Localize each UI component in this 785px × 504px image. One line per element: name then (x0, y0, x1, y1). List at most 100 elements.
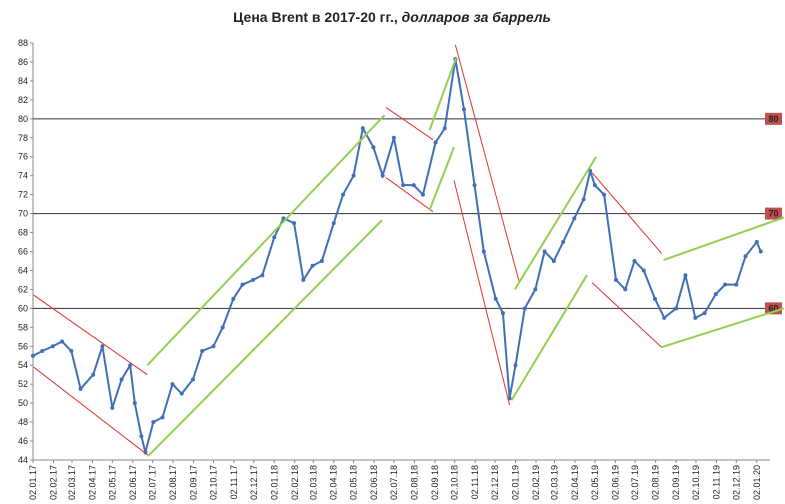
price-point (561, 240, 566, 245)
price-point (551, 258, 556, 263)
price-point (31, 353, 35, 358)
price-point (743, 254, 748, 259)
x-tick-label: 02.02.19 (531, 465, 541, 500)
price-point (522, 306, 527, 311)
y-tick-label: 74 (18, 171, 28, 181)
price-point (713, 292, 718, 297)
trend-line (428, 57, 457, 131)
price-point (331, 221, 336, 226)
x-tick-label: 02.06.17 (128, 465, 138, 500)
trend-line (147, 219, 383, 457)
price-point (613, 277, 618, 282)
y-tick-label: 76 (18, 152, 28, 162)
y-tick-label: 60 (18, 303, 28, 313)
x-tick-label: 02.11.19 (711, 465, 721, 499)
y-tick-label: 50 (18, 398, 28, 408)
trend-line (591, 282, 662, 348)
price-point (100, 344, 105, 349)
price-point (310, 263, 315, 268)
price-point (240, 282, 245, 287)
y-tick-label: 80 (18, 114, 28, 124)
trend-line (663, 216, 785, 261)
x-tick-label: 02.07.19 (630, 465, 640, 500)
price-point (260, 273, 265, 278)
trend-line (146, 114, 386, 366)
price-point (623, 287, 628, 292)
price-point (411, 183, 416, 188)
y-tick-label: 54 (18, 360, 28, 370)
x-tick-label: 02.09.17 (189, 465, 199, 500)
price-point (420, 192, 425, 197)
trend-line (510, 274, 588, 401)
trend-line (385, 177, 434, 213)
x-tick-label: 02.04.18 (329, 465, 339, 500)
price-point (433, 140, 438, 145)
y-tick-label: 64 (18, 265, 28, 275)
price-point (179, 391, 184, 396)
price-point (78, 386, 83, 391)
x-tick-label: 02.10.19 (691, 465, 701, 500)
x-tick-label: 02.12.19 (731, 465, 741, 500)
price-point (371, 145, 376, 150)
price-point (513, 363, 518, 368)
x-tick-label: 02.11.17 (229, 465, 239, 499)
trend-line (514, 156, 598, 290)
x-tick-label: 02.06.18 (369, 465, 379, 500)
x-tick-label: 02.02.18 (290, 465, 300, 500)
price-line (32, 58, 762, 453)
price-point (319, 258, 324, 263)
x-tick-label: 02.05.18 (349, 465, 359, 500)
trend-line (428, 146, 455, 211)
price-point (493, 296, 498, 301)
title-main: Цена Brent в 2017-20 гг., (233, 9, 398, 25)
trend-line (385, 107, 434, 141)
y-tick-label: 72 (18, 190, 28, 200)
price-point (132, 401, 137, 406)
trend-line (454, 44, 520, 283)
trend-line (591, 172, 662, 254)
reference-badge (765, 302, 782, 315)
price-point (170, 382, 175, 387)
x-tick-label: 02.10.17 (208, 465, 218, 500)
price-point (40, 349, 45, 354)
price-point (533, 287, 538, 292)
price-point (231, 296, 236, 301)
x-tick-label: 02.05.17 (107, 465, 117, 500)
trend-line (453, 180, 511, 406)
price-point (500, 311, 505, 316)
trend-line (33, 294, 148, 376)
trend-line (661, 307, 785, 349)
price-point (472, 183, 477, 188)
price-point (592, 183, 597, 188)
price-point (211, 344, 216, 349)
x-tick-label: 02.04.17 (87, 465, 97, 500)
y-tick-label: 88 (18, 38, 28, 48)
price-point (91, 372, 96, 377)
x-tick-label: 02.01.20 (752, 465, 762, 500)
price-point (351, 173, 356, 178)
y-tick-label: 86 (18, 57, 28, 67)
x-tick-label: 02.09.18 (430, 465, 440, 500)
x-tick-label: 02.01.19 (511, 465, 521, 500)
price-point (662, 315, 667, 320)
price-point (341, 192, 346, 197)
y-tick-label: 46 (18, 436, 28, 446)
y-tick-label: 82 (18, 95, 28, 105)
price-point (693, 315, 698, 320)
y-tick-label: 78 (18, 133, 28, 143)
price-point (481, 249, 486, 254)
x-tick-label: 02.03.18 (308, 465, 318, 500)
price-point (251, 277, 256, 282)
price-point (758, 249, 763, 254)
y-tick-label: 62 (18, 284, 28, 294)
price-point (272, 235, 277, 240)
y-tick-label: 58 (18, 322, 28, 332)
price-point (160, 415, 165, 420)
price-point (401, 183, 406, 188)
y-tick-label: 66 (18, 247, 28, 257)
chart-title: Цена Brent в 2017-20 гг., долларов за ба… (233, 9, 551, 25)
price-point (110, 405, 115, 410)
price-point (702, 311, 707, 316)
x-tick-label: 02.01.18 (269, 465, 279, 500)
